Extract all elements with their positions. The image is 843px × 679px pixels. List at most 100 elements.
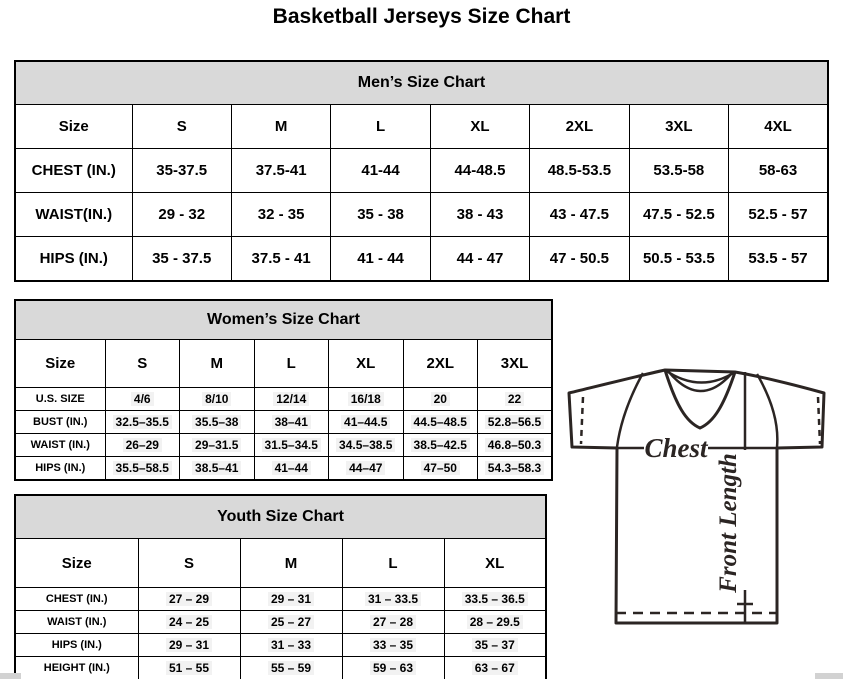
womens-value-cell: 8/10 [179,387,255,411]
womens-col-L: L [253,339,329,388]
youth-column-header-row: Size S M L XL [14,538,547,588]
mens-value-cell: 38 - 43 [429,192,531,237]
mens-column-header-row: Size S M L XL 2XL 3XL 4XL [14,104,829,149]
womens-data-row: WAIST (IN.) 26–29 29–31.5 31.5–34.5 34.5–38.… [14,433,553,457]
mens-value: 41 - 44 [357,250,404,267]
mens-row-label: CHEST (IN.) [14,148,133,193]
womens-value: 47–50 [420,461,460,475]
womens-value: 12/14 [273,392,310,406]
mens-value: 43 - 47.5 [549,206,609,223]
womens-value: 38.5–41 [192,461,242,475]
womens-col-3XL: 3XL [477,339,553,388]
youth-row-label: HEIGHT (IN.) [14,656,139,679]
womens-value: 54.3–58.3 [484,461,545,475]
youth-value: 33.5 – 36.5 [461,592,528,606]
mens-value-cell: 41-44 [330,148,431,193]
scrollbar-right-piece[interactable] [815,673,843,679]
mens-value-cell: 53.5 - 57 [728,236,829,282]
youth-value: 27 – 28 [369,615,417,629]
mens-value: 29 - 32 [158,206,206,223]
youth-value-cell: 33 – 35 [341,633,445,657]
womens-value-cell: 20 [402,387,478,411]
womens-value-cell: 52.8–56.5 [477,410,553,434]
youth-value-cell: 35 – 37 [443,633,547,657]
youth-row-label: WAIST (IN.) [14,610,139,634]
mens-value-cell: 48.5-53.5 [529,148,630,193]
womens-row-label: BUST (IN.) [14,410,106,434]
scrollbar-left-piece[interactable] [0,673,21,679]
youth-value: 27 – 29 [165,592,213,606]
mens-value-cell: 53.5-58 [628,148,730,193]
youth-value-cell: 63 – 67 [443,656,547,679]
womens-row-label: U.S. SIZE [14,387,106,411]
mens-row-label: HIPS (IN.) [14,236,133,282]
womens-value-cell: 38.5–41 [179,456,255,481]
womens-value: 46.8–50.3 [484,438,545,452]
mens-col-3XL: 3XL [628,104,730,149]
womens-value: 34.5–38.5 [336,438,396,452]
mens-size-label: Size [14,104,133,149]
youth-value-cell: 31 – 33 [239,633,343,657]
left-cuff-dashed-line [579,396,585,445]
womens-value: 22 [504,392,525,406]
front-length-label: Front Length [715,453,742,594]
womens-value-cell: 38.5–42.5 [402,433,478,457]
womens-data-row: BUST (IN.) 32.5–35.5 35.5–38 38–41 41–44.5 44… [14,410,553,434]
mens-data-row: CHEST (IN.) 35-37.5 37.5-41 41-44 44-48.5 48.… [14,148,829,193]
youth-value: 29 – 31 [165,638,213,652]
mens-value: 50.5 - 53.5 [642,250,715,267]
womens-value-cell: 12/14 [253,387,329,411]
mens-value-cell: 58-63 [728,148,829,193]
mens-value: 35 - 37.5 [152,250,212,267]
womens-col-XL: XL [328,339,404,388]
youth-col-M: M [239,538,343,588]
youth-value-cell: 29 – 31 [239,587,343,611]
youth-value: 25 – 27 [267,615,315,629]
womens-col-S: S [104,339,180,388]
youth-value: 55 – 59 [267,661,315,675]
womens-value-cell: 31.5–34.5 [253,433,329,457]
mens-col-S: S [131,104,232,149]
mens-value-cell: 35 - 38 [330,192,431,237]
youth-row-label: HIPS (IN.) [14,633,139,657]
youth-value: 31 – 33 [267,638,315,652]
womens-value: 41–44.5 [341,415,391,429]
womens-value: 35.5–38 [192,415,242,429]
mens-value-cell: 43 - 47.5 [529,192,630,237]
mens-value-cell: 35 - 37.5 [131,236,232,282]
womens-value-cell: 4/6 [104,387,180,411]
mens-value-cell: 52.5 - 57 [728,192,829,237]
chest-label: Chest [644,433,709,463]
youth-value: 59 – 63 [369,661,417,675]
left-sleeve-seam [615,372,645,448]
youth-data-row: HIPS (IN.) 29 – 31 31 – 33 33 – 35 35 – 37 [14,633,547,657]
youth-value: 29 – 31 [267,592,315,606]
womens-value: 31.5–34.5 [261,438,321,452]
mens-data-row: HIPS (IN.) 35 - 37.5 37.5 - 41 41 - 44 44 - … [14,236,829,282]
womens-header-band: Women’s Size Chart [14,299,553,340]
womens-value-cell: 41–44.5 [328,410,404,434]
v-neck-curve [663,369,737,430]
youth-value-cell: 31 – 33.5 [341,587,445,611]
womens-value-cell: 32.5–35.5 [104,410,180,434]
womens-data-row: U.S. SIZE 4/6 8/10 12/14 16/18 20 22 [14,387,553,411]
youth-value-cell: 28 – 29.5 [443,610,547,634]
womens-row-label: HIPS (IN.) [14,456,106,481]
mens-value: 47.5 - 52.5 [642,206,715,223]
womens-value-cell: 22 [477,387,553,411]
mens-value: 44 - 47 [456,250,504,267]
mens-chart-title: Men’s Size Chart [14,60,829,105]
youth-value-cell: 25 – 27 [239,610,343,634]
youth-header-band: Youth Size Chart [14,494,547,539]
mens-value: 38 - 43 [456,206,504,223]
youth-value: 35 – 37 [471,638,518,652]
womens-value: 20 [430,392,450,406]
womens-value-cell: 35.5–58.5 [104,456,180,481]
youth-col-S: S [137,538,241,588]
mens-value: 47 - 50.5 [549,250,609,267]
mens-value: 37.5 - 41 [251,250,311,267]
mens-header-band: Men’s Size Chart [14,60,829,105]
womens-value-cell: 47–50 [402,456,478,481]
mens-value-cell: 37.5 - 41 [230,236,332,282]
